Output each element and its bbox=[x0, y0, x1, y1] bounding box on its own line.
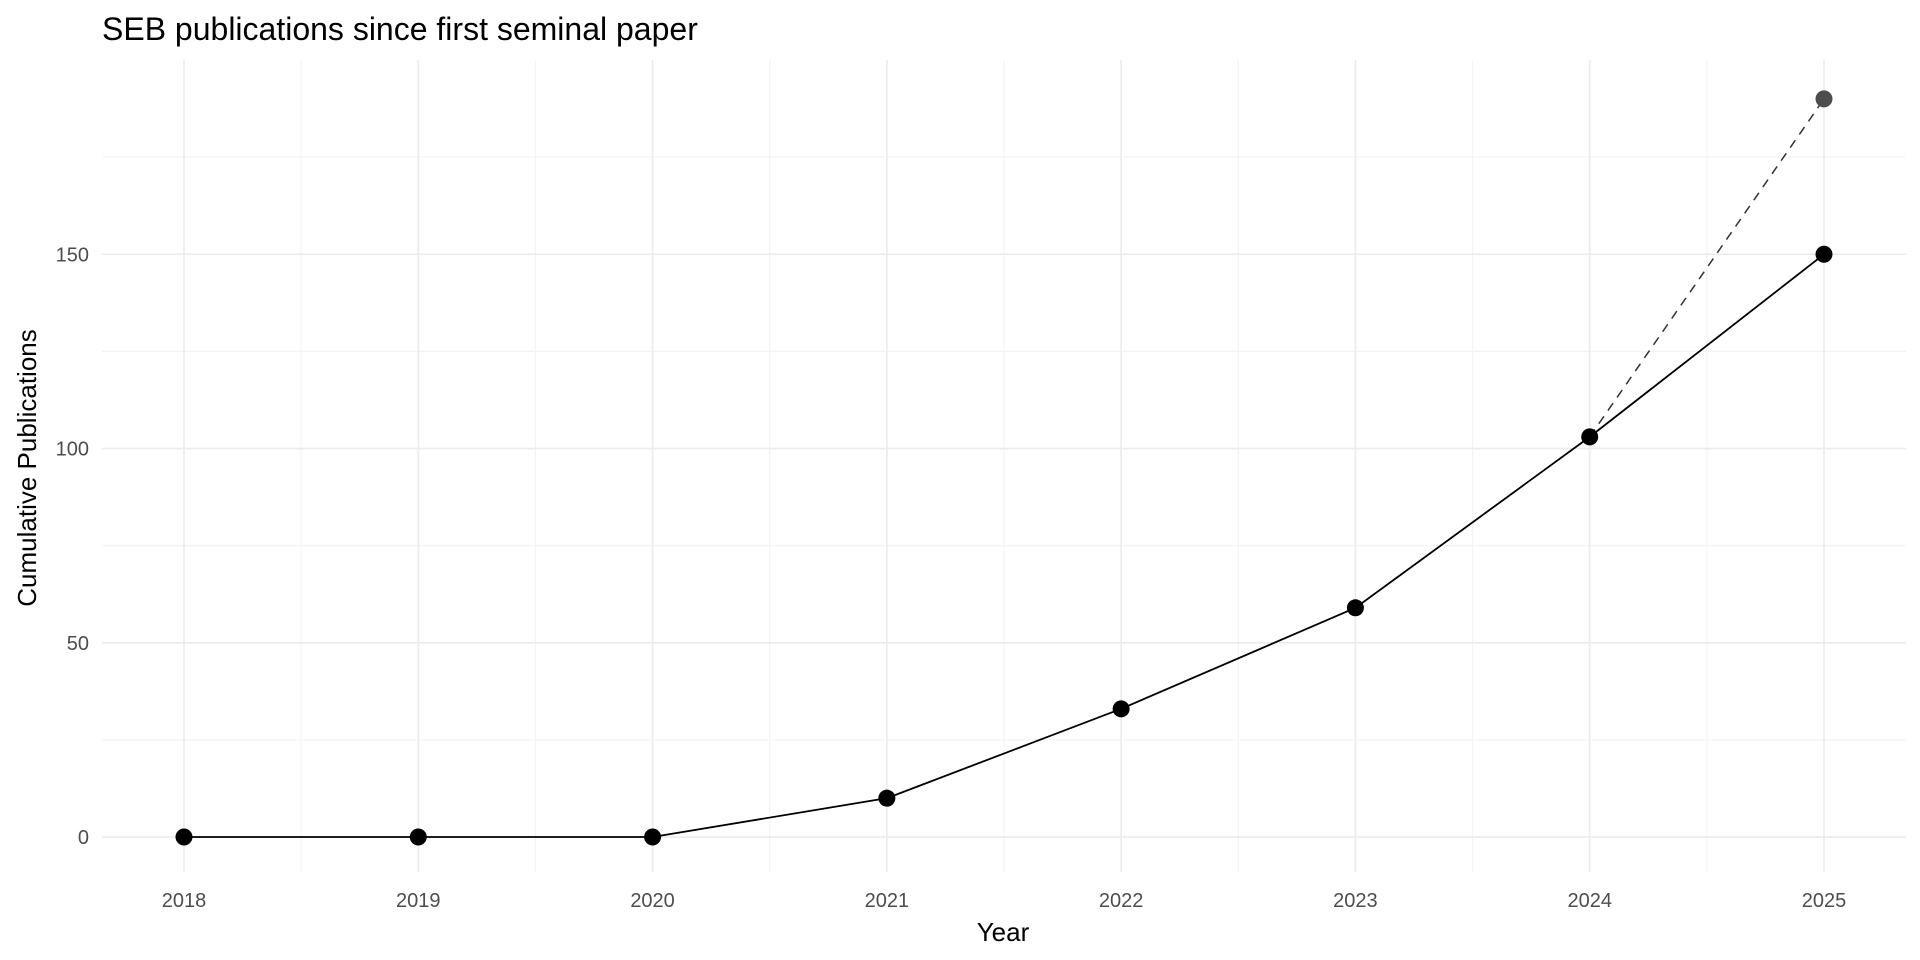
y-tick-label: 100 bbox=[56, 439, 89, 461]
grid-layer bbox=[102, 60, 1906, 872]
data-point bbox=[1581, 428, 1599, 446]
x-tick-label: 2025 bbox=[1802, 890, 1847, 912]
data-point bbox=[644, 828, 662, 846]
x-tick-label: 2023 bbox=[1333, 890, 1378, 912]
y-tick-label: 0 bbox=[78, 827, 89, 849]
y-tick-label: 150 bbox=[56, 244, 89, 266]
series-line bbox=[184, 253, 1825, 838]
y-tick-label: 50 bbox=[67, 633, 89, 655]
y-axis-title: Cumulative Publications bbox=[12, 329, 42, 606]
data-point bbox=[409, 828, 427, 846]
chart-title: SEB publications since first seminal pap… bbox=[102, 11, 698, 47]
series-layer bbox=[175, 90, 1833, 846]
x-tick-label: 2024 bbox=[1567, 890, 1612, 912]
data-point bbox=[1346, 599, 1364, 617]
x-axis-title: Year bbox=[977, 917, 1030, 947]
x-tick-label: 2022 bbox=[1099, 890, 1144, 912]
x-tick-label: 2019 bbox=[396, 890, 441, 912]
data-point bbox=[1815, 245, 1833, 263]
projection-line bbox=[1589, 98, 1825, 438]
x-tick-label: 2020 bbox=[630, 890, 675, 912]
projection-point bbox=[1815, 90, 1833, 108]
x-tick-label: 2018 bbox=[162, 890, 207, 912]
data-point bbox=[1112, 700, 1130, 718]
tick-labels: 2018 2019 2020 2021 2022 2023 2024 2025 0 50 100 15… bbox=[56, 244, 1847, 912]
x-tick-label: 2021 bbox=[865, 890, 910, 912]
data-point bbox=[878, 789, 896, 807]
data-point bbox=[175, 828, 193, 846]
